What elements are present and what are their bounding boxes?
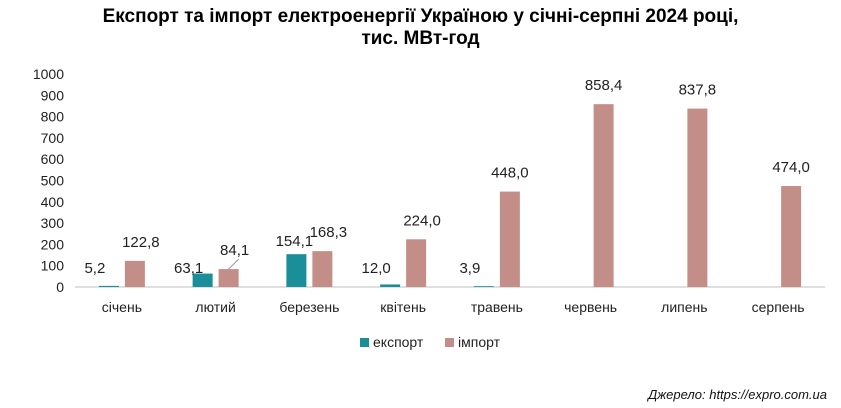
data-label-import: 84,1: [220, 242, 249, 259]
y-tick-label: 0: [56, 279, 64, 295]
legend-label-import: імпорт: [458, 334, 501, 350]
chart-title-line-1: Експорт та імпорт електроенергії Україно…: [102, 6, 739, 27]
bar-import: [499, 191, 520, 287]
y-tick-label: 400: [41, 194, 65, 210]
y-tick-label: 100: [41, 258, 65, 274]
category-label: березень: [279, 299, 339, 315]
bar-export: [286, 254, 307, 287]
data-label-export: 12,0: [362, 260, 391, 277]
bar-import: [781, 186, 802, 287]
category-label: лютий: [195, 299, 235, 315]
bar-export: [473, 286, 494, 287]
data-label-import: 474,0: [772, 159, 810, 176]
y-tick-label: 800: [41, 109, 65, 125]
bar-import: [593, 104, 614, 287]
category-label: серпень: [752, 299, 805, 315]
data-label-import: 224,0: [403, 212, 441, 229]
legend-label-export: експорт: [373, 334, 424, 350]
data-label-import: 122,8: [122, 234, 160, 251]
y-tick-label: 300: [41, 215, 65, 231]
chart-title: Експорт та імпорт електроенергії Україно…: [0, 6, 841, 50]
data-label-export: 3,9: [459, 260, 480, 277]
data-label-import: 448,0: [491, 165, 529, 182]
legend-swatch-import: [445, 338, 454, 347]
bar-export: [380, 284, 401, 287]
source-note: Джерело: https://expro.com.ua: [648, 387, 827, 402]
label-leader-line: [228, 258, 239, 270]
y-tick-label: 900: [41, 87, 65, 103]
chart-title-line-2: тис. МВт-год: [361, 28, 480, 49]
category-label: січень: [102, 299, 142, 315]
category-label: червень: [564, 299, 617, 315]
bar-import: [218, 269, 239, 287]
data-label-import: 168,3: [310, 224, 348, 241]
data-label-export: 154,1: [276, 233, 314, 250]
bar-import: [312, 251, 333, 287]
bar-import: [687, 108, 708, 287]
y-tick-label: 200: [41, 236, 65, 252]
data-label-export: 5,2: [84, 260, 105, 277]
data-label-import: 837,8: [679, 82, 717, 99]
category-label: липень: [661, 299, 707, 315]
bar-import: [124, 260, 145, 287]
y-tick-label: 700: [41, 130, 65, 146]
y-tick-label: 1000: [33, 66, 64, 82]
category-label: квітень: [380, 299, 426, 315]
category-label: травень: [471, 299, 523, 315]
y-tick-label: 600: [41, 151, 65, 167]
bar-import: [406, 239, 427, 287]
bar-export: [98, 285, 119, 287]
bar-export: [192, 273, 213, 287]
data-label-export: 63,1: [174, 260, 203, 277]
data-label-import: 858,4: [585, 77, 623, 94]
y-tick-label: 500: [41, 173, 65, 189]
legend-swatch-export: [360, 338, 369, 347]
